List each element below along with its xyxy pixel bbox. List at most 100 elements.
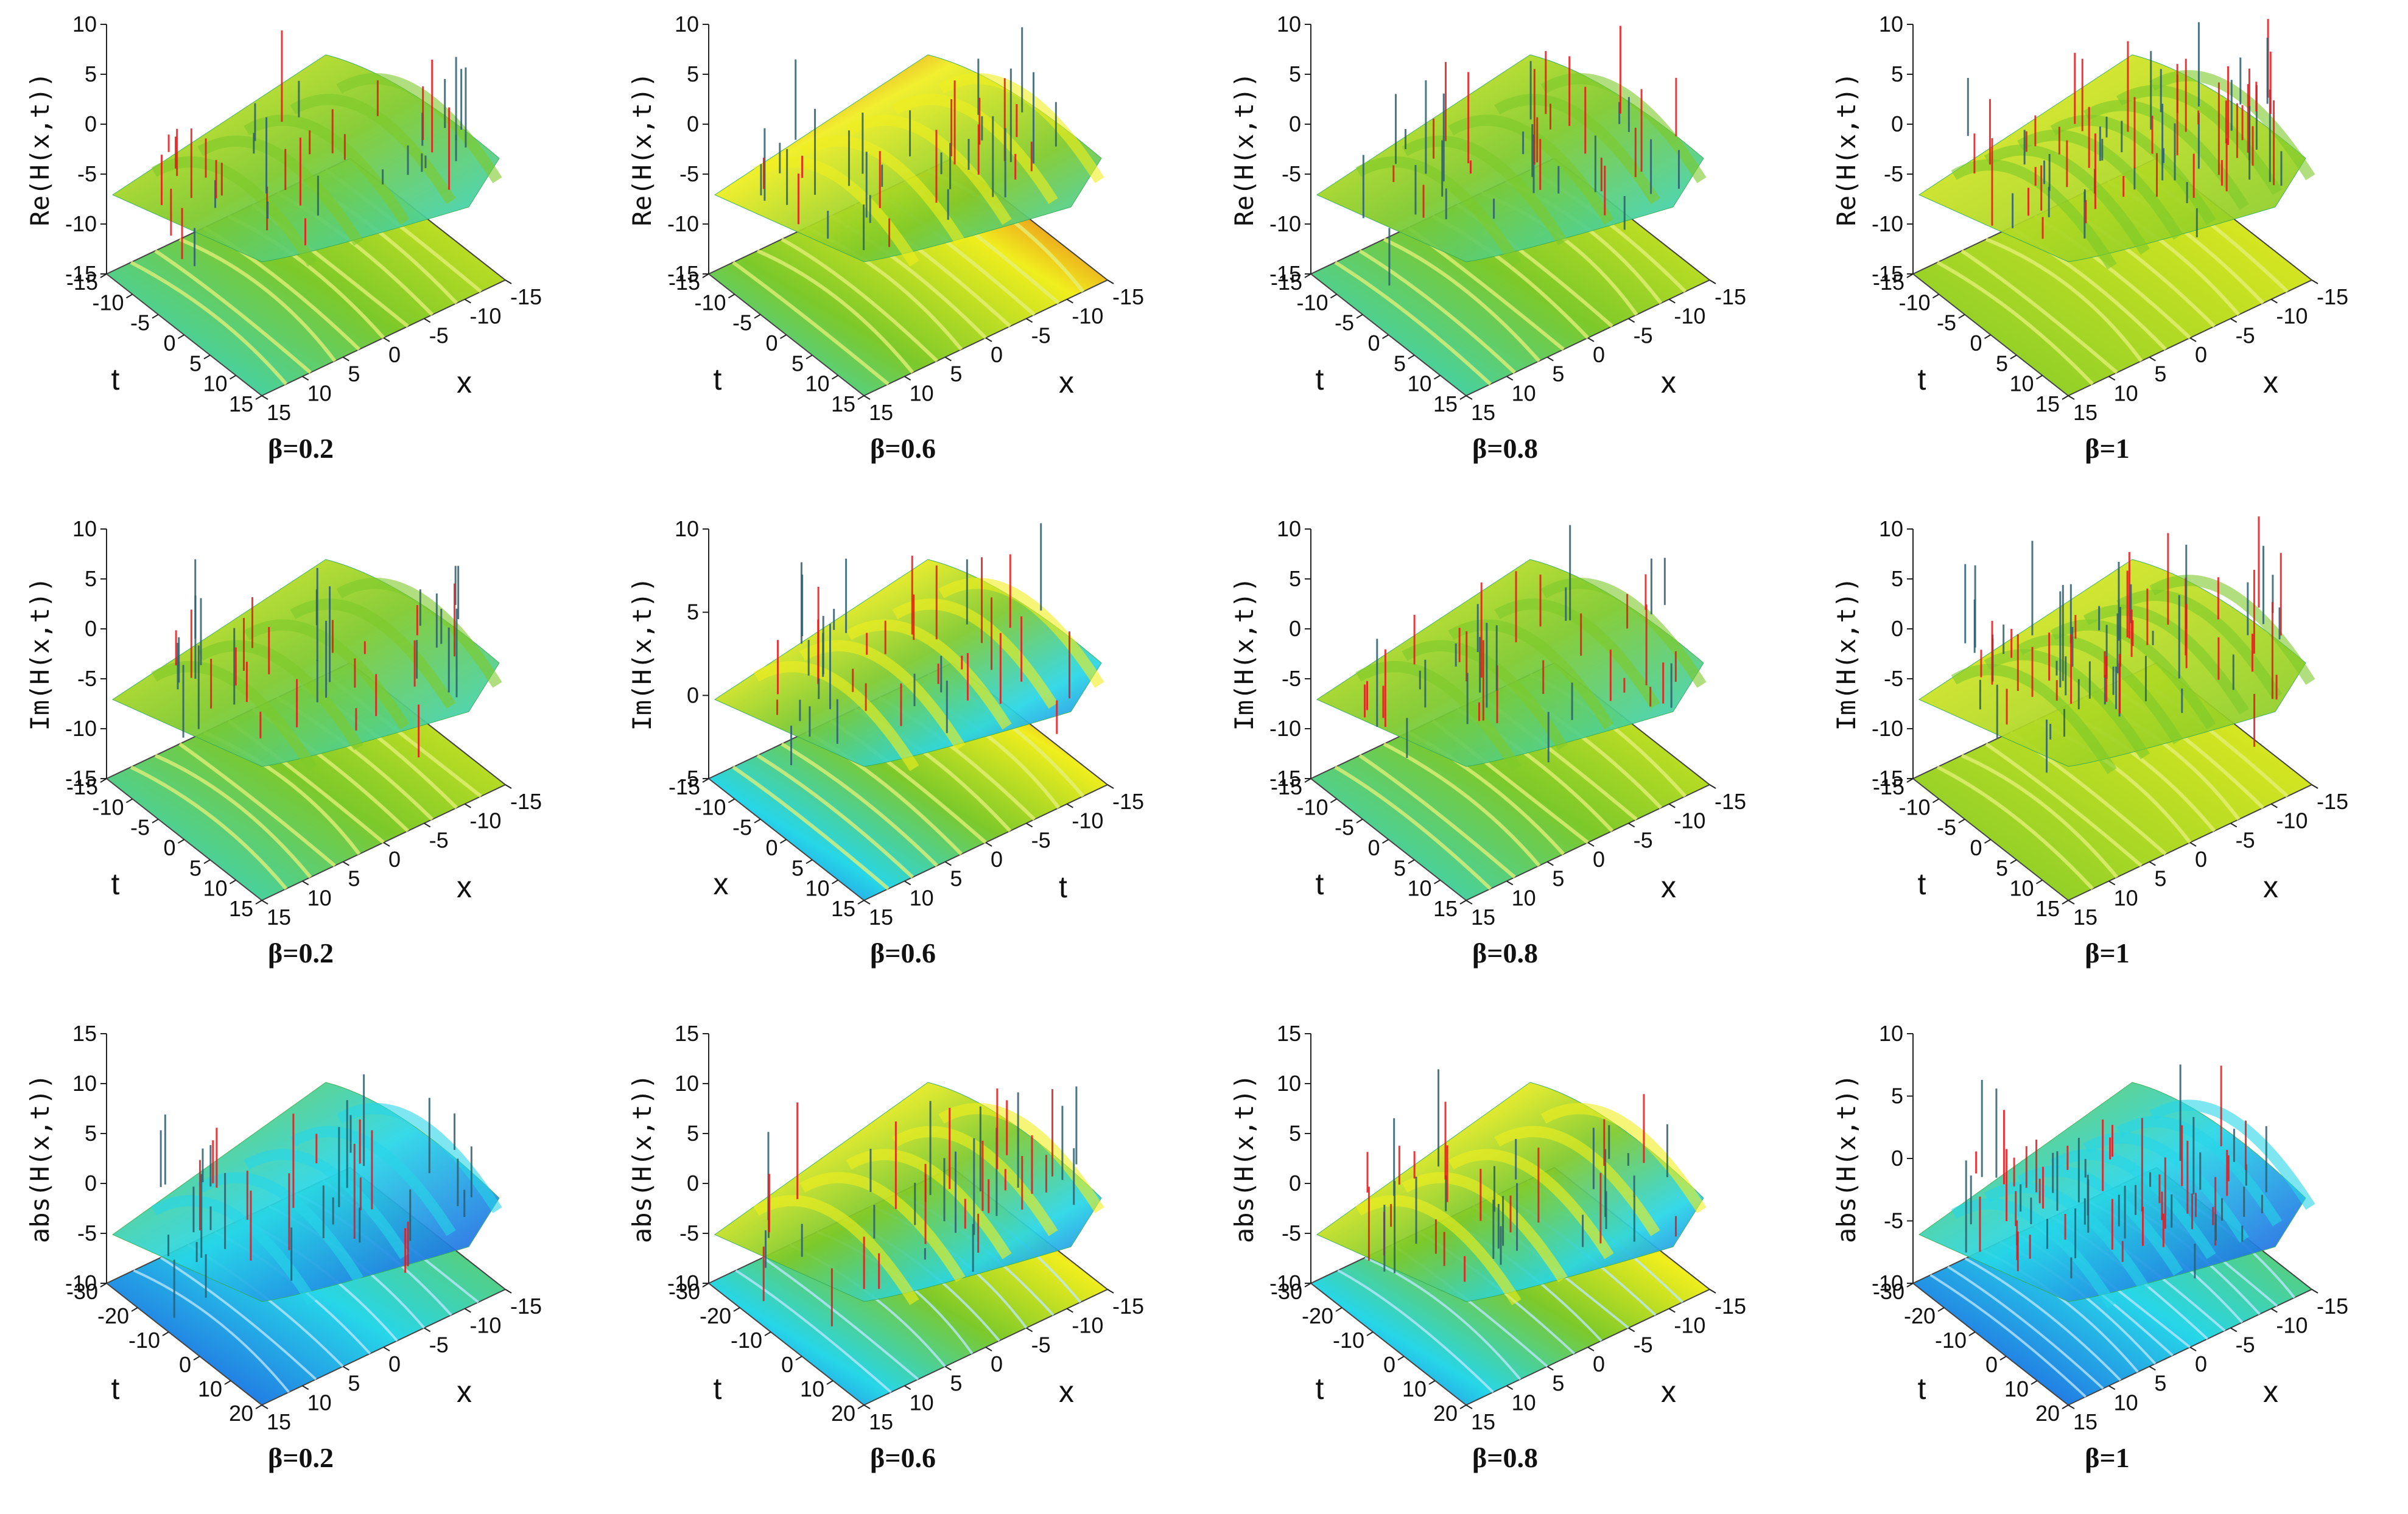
floor-tick-label: 0 (991, 847, 1003, 872)
floor-stripe (1960, 249, 2118, 374)
surface-ridge (799, 1172, 966, 1283)
floor-tick-label: -10 (1674, 1313, 1705, 1338)
z-tick-label: -10 (1872, 1270, 1903, 1295)
surface-ridge (2017, 1165, 2183, 1276)
z-tick-label: 5 (1289, 566, 1301, 591)
floor-tick-label: -5 (1634, 1332, 1653, 1357)
floor-axis-label-right: x (1059, 365, 1074, 399)
floor-tick-label: -15 (1715, 789, 1746, 814)
z-tick-label: 5 (687, 600, 699, 625)
surface-ridge (290, 94, 456, 205)
floor-tick-label: -5 (2236, 323, 2255, 348)
floor-axis-label-left: t (111, 1372, 120, 1406)
z-tick-label: -5 (77, 666, 97, 691)
beta-caption: β=0.8 (1472, 433, 1538, 464)
floor-tick-label: -5 (732, 310, 752, 335)
floor-tick-label: 0 (991, 1351, 1003, 1376)
floor-tick-label: 15 (267, 400, 291, 425)
floor-tick-label: 15 (2035, 391, 2060, 416)
floor-stripe (756, 249, 914, 374)
floor-tick-label: -30 (669, 1279, 700, 1304)
floor-stripe (1334, 261, 1492, 386)
floor-tick-label: 5 (1552, 362, 1564, 387)
floor-tick-label: 5 (1394, 351, 1406, 376)
floor-axis-label-left: t (1918, 362, 1926, 396)
z-tick-label: 10 (1879, 1021, 1903, 1046)
z-tick-label: -10 (65, 716, 97, 741)
floor-tick-label: 15 (831, 896, 855, 921)
floor-axis-label-left: t (714, 362, 722, 396)
floor-tick-label: 15 (2073, 905, 2097, 930)
floor-tick-label: 10 (1407, 371, 1431, 396)
floor-tick-label: 0 (2195, 1351, 2207, 1376)
floor-tick-label: 0 (1367, 331, 1380, 356)
z-tick-label: -5 (1282, 1221, 1301, 1246)
floor-tick-label: 0 (991, 342, 1003, 367)
floor-tick-label: -5 (732, 815, 752, 840)
floor-stripe (1337, 1269, 1494, 1393)
floor-tick-label: -15 (1112, 284, 1144, 309)
plot-panel: -15 -10 -5 0 5 10 Re(H(x,t)) -15 -10 -5 0 5 10 15 15 10… (1204, 0, 1806, 505)
floor-tick-label: -15 (1715, 1294, 1746, 1319)
floor-tick-label: -15 (66, 774, 98, 799)
z-tick-label: -5 (77, 1221, 97, 1246)
beta-caption: β=1 (2085, 937, 2130, 969)
z-tick-label: 0 (1891, 1146, 1903, 1171)
z-tick-label: 0 (85, 111, 97, 136)
z-tick-label: 0 (1289, 616, 1301, 641)
floor-stripe (1358, 754, 1516, 879)
floor-tick-label: 15 (1471, 1409, 1495, 1434)
floor-tick-label: 15 (1433, 391, 1458, 416)
floor-stripe (154, 754, 312, 878)
floor-tick-label: 5 (792, 351, 804, 376)
floor-tick-label: -5 (429, 1332, 449, 1357)
floor-tick-label: 20 (229, 1401, 253, 1426)
floor-axis-label-left: t (111, 867, 120, 901)
z-tick-label: -5 (1282, 666, 1301, 691)
floor-stripe (735, 1269, 892, 1393)
floor-tick-label: 20 (2035, 1401, 2060, 1426)
floor-stripe (1383, 237, 1541, 362)
z-tick-label: -15 (65, 261, 97, 286)
floor-stripe (1358, 249, 1517, 374)
z-tick-label: -10 (1872, 211, 1903, 236)
floor-tick-label: -5 (1031, 323, 1051, 348)
plot-panel: -15 -10 -5 0 5 10 Re(H(x,t)) -15 -10 -5 0 5 10 15 15 10… (1806, 0, 2408, 505)
floor-tick-label: -10 (92, 794, 124, 819)
floor-tick-label: 10 (307, 1390, 332, 1415)
floor-tick-label: -10 (1072, 1313, 1103, 1338)
surface-ridge (753, 156, 919, 267)
floor-tick-label: 0 (1593, 847, 1605, 872)
floor-tick-label: 5 (2154, 362, 2166, 387)
floor-tick-label: 0 (1970, 331, 1982, 356)
floor-tick-label: -5 (1937, 815, 1956, 840)
floor-tick-label: -30 (66, 1279, 98, 1304)
floor-tick-label: 5 (348, 1371, 360, 1396)
beta-caption: β=0.2 (268, 1442, 334, 1473)
floor-tick-label: -15 (1271, 774, 1302, 799)
z-tick-label: -5 (679, 161, 699, 186)
floor-tick-label: -10 (1898, 290, 1930, 315)
plot-panel: -10 -5 0 5 10 15 abs(H(x,t)) -30 -20 -10 0 10 20 15 10… (1204, 1009, 1806, 1514)
z-axis-label: Re(H(x,t)) (25, 72, 55, 226)
surface-ridge (1951, 664, 2117, 774)
floor-axis-label-left: x (714, 867, 729, 901)
surface-ridge (336, 1103, 502, 1213)
surface-ridge (1540, 578, 1707, 688)
surface-ridge (753, 1195, 919, 1305)
beta-caption: β=0.8 (1472, 937, 1538, 969)
z-axis-label: abs(H(x,t)) (627, 1074, 657, 1243)
floor-tick-label: 0 (163, 835, 175, 860)
floor-tick-label: -15 (1271, 270, 1302, 295)
floor-tick-label: 0 (765, 331, 778, 356)
floor-axis-label-right: x (1661, 1375, 1676, 1409)
floor-tick-label: -10 (1072, 304, 1103, 329)
floor-tick-label: -5 (1335, 310, 1354, 335)
